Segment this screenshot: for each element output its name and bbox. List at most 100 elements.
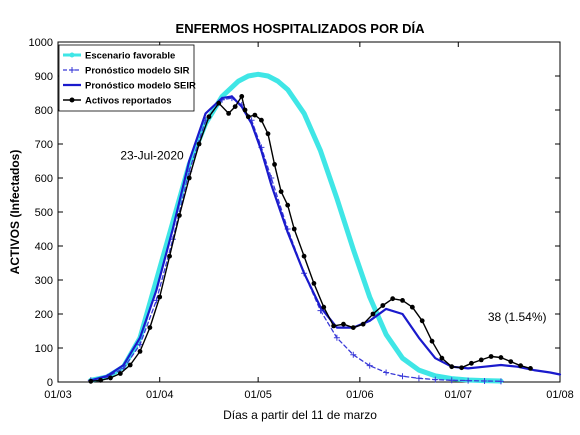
legend-item: Pronóstico modelo SEIR — [63, 81, 196, 92]
data-point — [498, 355, 504, 360]
data-point — [285, 202, 291, 208]
y-tick-label: 400 — [35, 241, 53, 253]
data-point — [400, 298, 405, 303]
chart-title: ENFERMOS HOSPITALIZADOS POR DÍA — [176, 21, 426, 36]
data-point — [232, 104, 238, 109]
series-line — [89, 95, 562, 382]
x-tick-label: 01/08 — [546, 389, 574, 401]
data-point — [117, 371, 123, 376]
data-point — [366, 362, 373, 369]
series-line — [90, 97, 502, 382]
legend-label: Escenario favorable — [85, 51, 175, 62]
data-point — [350, 351, 357, 358]
data-point — [333, 334, 340, 341]
data-point — [216, 100, 222, 106]
data-point — [390, 296, 396, 302]
y-tick-label: 500 — [35, 207, 53, 219]
annotation: 23-Jul-2020 — [120, 148, 184, 162]
data-point — [380, 303, 386, 308]
data-point — [399, 373, 406, 380]
data-point — [370, 311, 376, 317]
legend-box — [58, 44, 195, 112]
data-point — [278, 189, 284, 195]
data-point — [167, 253, 172, 259]
legend-marker — [69, 97, 75, 103]
y-tick-label: 100 — [35, 343, 53, 355]
y-tick-label: 600 — [35, 173, 53, 185]
y-tick-label: 0 — [47, 377, 53, 389]
data-point — [226, 111, 232, 116]
data-point — [301, 253, 307, 259]
data-point — [98, 377, 104, 383]
legend: Escenario favorable Pronóstico modelo SIR… — [58, 44, 196, 112]
data-point — [415, 375, 422, 382]
y-tick-label: 700 — [35, 139, 53, 151]
data-point — [439, 355, 445, 361]
data-point — [419, 318, 425, 324]
data-point — [259, 117, 264, 123]
legend-marker — [69, 67, 75, 73]
data-point — [518, 363, 524, 369]
data-point — [488, 354, 494, 359]
data-point — [272, 162, 277, 167]
data-point — [331, 323, 337, 329]
series-activos-reportados — [88, 94, 533, 384]
data-point — [242, 107, 248, 113]
data-point — [497, 378, 504, 385]
annotations: 23-Jul-2020 38 (1.54%) — [120, 148, 546, 323]
data-point — [186, 175, 192, 181]
data-point — [88, 378, 94, 384]
legend-item: Activos reportados — [63, 96, 172, 107]
data-point — [459, 365, 464, 371]
data-point — [196, 141, 202, 147]
series-line — [88, 71, 504, 384]
data-point — [108, 375, 113, 381]
data-point — [432, 376, 439, 383]
data-point — [176, 213, 182, 218]
legend-item: Escenario favorable — [63, 51, 175, 62]
data-point — [383, 369, 390, 376]
data-point — [465, 377, 472, 384]
data-point — [137, 349, 143, 354]
x-axis-label: Días a partir del 11 de marzo — [223, 408, 377, 422]
data-point — [137, 341, 144, 348]
y-tick-label: 1000 — [29, 37, 53, 49]
data-point — [469, 360, 474, 366]
annotation: 38 (1.54%) — [488, 310, 547, 324]
series-layer — [87, 71, 562, 385]
data-point — [409, 304, 415, 310]
data-point — [311, 281, 317, 286]
data-point — [341, 321, 346, 327]
y-tick-label: 200 — [35, 309, 53, 321]
legend-label: Pronóstico modelo SEIR — [85, 81, 196, 92]
data-point — [265, 131, 271, 137]
legend-marker — [69, 52, 75, 58]
legend-label: Activos reportados — [85, 96, 172, 107]
x-tick-label: 01/06 — [346, 389, 374, 401]
data-point — [481, 377, 488, 384]
data-point — [157, 294, 163, 300]
data-point — [206, 114, 212, 120]
data-point — [291, 226, 297, 232]
data-point — [449, 364, 455, 370]
axes: 0 100 200 300 400 500 600 700 800 900 1000 01/03 01/… — [29, 37, 574, 401]
data-point — [508, 359, 514, 364]
data-point — [528, 366, 533, 371]
data-point — [245, 114, 251, 120]
y-axis-label: ACTIVOS (Infectados) — [8, 150, 22, 275]
x-tick-label: 01/05 — [244, 389, 272, 401]
data-point — [321, 304, 327, 310]
x-tick-label: 01/03 — [44, 389, 72, 401]
y-tick-label: 900 — [35, 71, 53, 83]
data-point — [478, 357, 484, 363]
series-pronostico-modelo-seir — [89, 95, 562, 382]
data-point — [360, 321, 366, 327]
data-point — [448, 377, 455, 384]
series-escenario-favorable — [88, 71, 504, 384]
legend-item: Pronóstico modelo SIR — [63, 66, 190, 77]
x-tick-label: 01/07 — [445, 389, 473, 401]
data-point — [429, 338, 435, 344]
y-tick-label: 800 — [35, 105, 53, 117]
